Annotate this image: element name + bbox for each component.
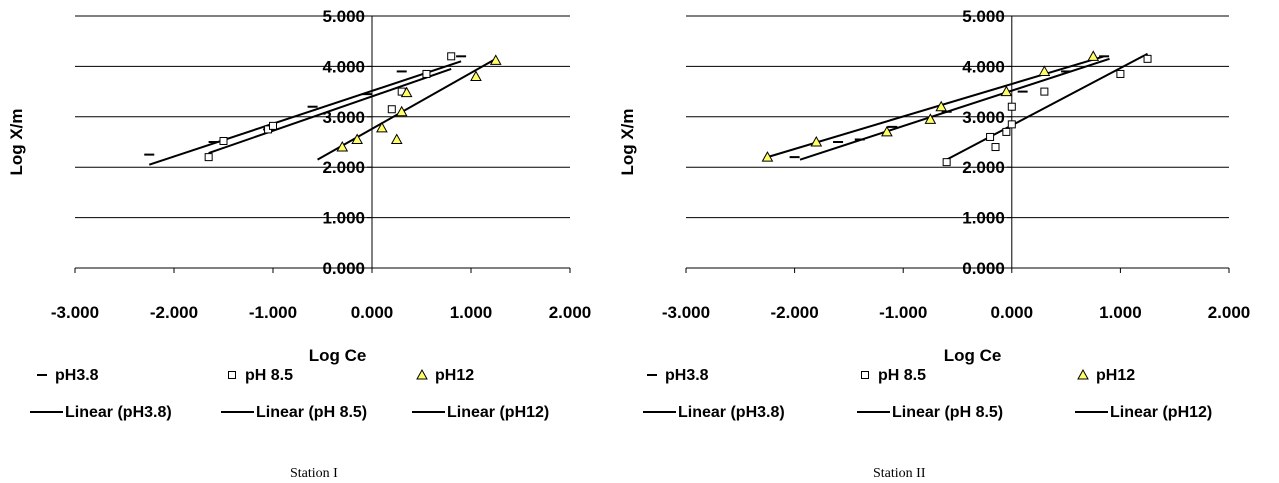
data-point-triangle xyxy=(470,70,482,81)
data-point-square xyxy=(1143,54,1152,63)
legend-label: pH12 xyxy=(435,367,474,384)
data-point-triangle xyxy=(924,113,937,124)
data-point-triangle xyxy=(761,151,774,162)
data-point-triangle xyxy=(395,105,408,117)
y-tick-label: 4.000 xyxy=(962,57,1005,76)
data-point-triangle xyxy=(390,133,403,144)
legend: pH3.8 pH 8.5 pH12 Linear (pH3.8) Linear (pH … xyxy=(643,367,1212,421)
legend-label: pH3.8 xyxy=(665,367,709,384)
x-tick-label: -3.000 xyxy=(51,303,99,322)
y-tick-label: 4.000 xyxy=(322,57,365,76)
y-tick-label: 2.000 xyxy=(322,158,365,177)
data-point-triangle xyxy=(881,125,893,137)
legend-label: pH 8.5 xyxy=(878,367,926,384)
legend-label: pH3.8 xyxy=(55,367,99,384)
x-tick-label: 2.000 xyxy=(1208,303,1251,322)
y-tick-label: 5.000 xyxy=(322,7,365,26)
data-point-square xyxy=(986,132,995,141)
data-point-triangle xyxy=(1000,85,1013,97)
x-axis-title: Log Ce xyxy=(944,346,1002,365)
trendline-2 xyxy=(208,67,452,155)
data-point-square xyxy=(204,153,213,162)
x-tick-label: -3.000 xyxy=(662,303,710,322)
y-axis-title: Log X/m xyxy=(618,108,637,175)
x-axis-title: Log Ce xyxy=(309,346,367,365)
legend-marker-square xyxy=(228,371,236,379)
data-point-square xyxy=(1040,87,1049,96)
data-point-square xyxy=(269,121,277,130)
data-point-square xyxy=(1007,120,1016,129)
data-point-triangle xyxy=(1038,65,1051,76)
legend: pH3.8 pH 8.5 pH12 Linear (pH3.8) Linear (pH … xyxy=(30,367,549,421)
legend-label: Linear (pH 8.5) xyxy=(256,404,367,421)
chart-1: -3.000 -2.000 -1.000 0.000 1.000 2.000 0.000 1.… xyxy=(7,7,591,421)
data-point-square xyxy=(447,52,456,61)
data-point-triangle xyxy=(351,133,363,144)
trendline-1 xyxy=(148,60,462,166)
legend-label: Linear (pH12) xyxy=(447,404,549,421)
data-point-square xyxy=(991,143,1000,152)
trendline-1 xyxy=(799,57,1110,161)
legend-marker-square xyxy=(861,371,869,379)
data-point-square xyxy=(1002,127,1011,136)
x-tick-label: -1.000 xyxy=(249,303,297,322)
data-point-triangle xyxy=(1087,50,1100,61)
legend-marker-triangle xyxy=(1077,368,1089,380)
data-point-square xyxy=(1007,102,1016,111)
legend-label: pH12 xyxy=(1096,367,1135,384)
x-tick-label: 2.000 xyxy=(549,303,592,322)
legend-label: Linear (pH12) xyxy=(1110,404,1212,421)
legend-label: Linear (pH 8.5) xyxy=(892,404,1003,421)
y-tick-label: 3.000 xyxy=(322,108,365,127)
data-point-triangle xyxy=(489,54,502,65)
y-tick-label: 0.000 xyxy=(962,259,1005,278)
data-point-square xyxy=(942,158,951,167)
data-point-triangle xyxy=(935,100,948,112)
legend-marker-triangle xyxy=(416,368,428,380)
x-tick-label: -2.000 xyxy=(150,303,198,322)
data-point-square xyxy=(1116,69,1125,78)
trendline-2 xyxy=(946,52,1149,161)
data-point-triangle xyxy=(810,135,823,147)
chart-caption-station-i: Station I xyxy=(290,466,338,481)
y-axis-title: Log X/m xyxy=(7,108,26,175)
data-point-triangle xyxy=(336,141,349,152)
x-tick-label: 0.000 xyxy=(991,303,1034,322)
y-tick-label: 1.000 xyxy=(962,209,1005,228)
y-tick-label: 1.000 xyxy=(322,209,365,228)
y-tick-label: 2.000 xyxy=(962,158,1005,177)
data-point-square xyxy=(387,105,396,114)
data-point-triangle xyxy=(400,86,413,98)
y-tick-label: 3.000 xyxy=(962,108,1005,127)
legend-label: Linear (pH3.8) xyxy=(678,404,785,421)
chart-2: -3.000 -2.000 -1.000 0.000 1.000 2.000 0.000 1.… xyxy=(618,7,1250,421)
trendline-3 xyxy=(317,57,497,161)
y-tick-label: 5.000 xyxy=(962,7,1005,26)
x-tick-label: 1.000 xyxy=(450,303,493,322)
legend-label: pH 8.5 xyxy=(245,367,293,384)
data-point-square xyxy=(422,69,431,78)
chart-caption-station-ii: Station II xyxy=(873,466,926,481)
x-tick-label: 1.000 xyxy=(1099,303,1142,322)
x-tick-label: -2.000 xyxy=(770,303,818,322)
x-tick-label: -1.000 xyxy=(879,303,927,322)
legend-label: Linear (pH3.8) xyxy=(65,404,172,421)
y-tick-label: 0.000 xyxy=(322,259,365,278)
data-point-triangle xyxy=(376,121,388,133)
x-tick-label: 0.000 xyxy=(351,303,394,322)
data-point-square xyxy=(219,136,228,145)
